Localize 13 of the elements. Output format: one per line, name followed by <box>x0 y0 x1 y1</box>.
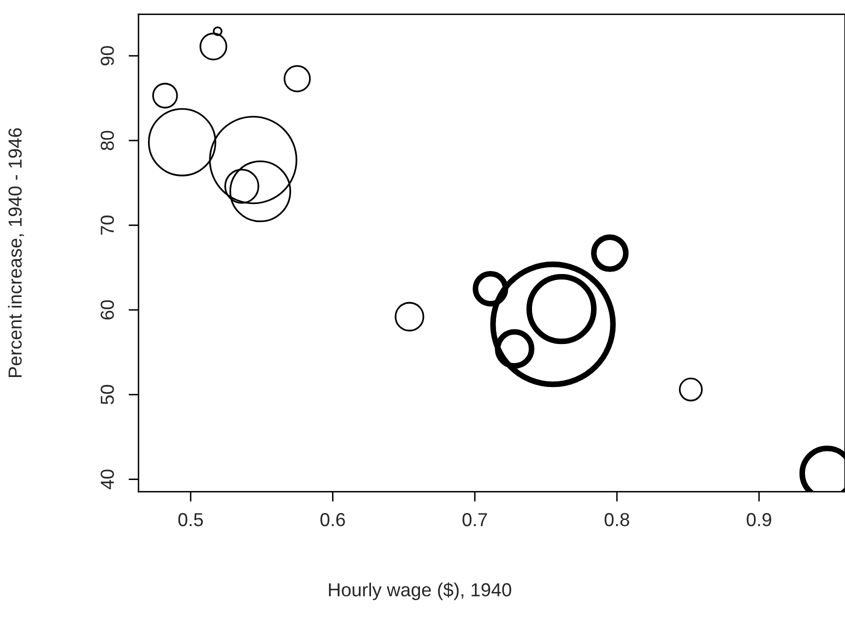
x-tick-label: 0.6 <box>320 513 345 526</box>
x-axis-title: Hourly wage ($), 1940 <box>328 582 512 600</box>
x-tick-label: 0.9 <box>746 513 772 526</box>
y-axis-title: Percent increase, 1940 - 1946 <box>8 128 24 378</box>
y-tick-label: 50 <box>100 384 114 404</box>
y-tick-label: 70 <box>100 216 114 235</box>
y-tick-label: 60 <box>100 300 114 320</box>
x-tick-label: 0.8 <box>604 513 630 526</box>
y-tick-label: 40 <box>100 470 114 490</box>
y-tick-label: 80 <box>100 130 114 150</box>
y-tick-label: 90 <box>100 46 114 66</box>
x-tick-label: 0.5 <box>178 513 203 526</box>
x-tick-label: 0.7 <box>462 513 487 526</box>
